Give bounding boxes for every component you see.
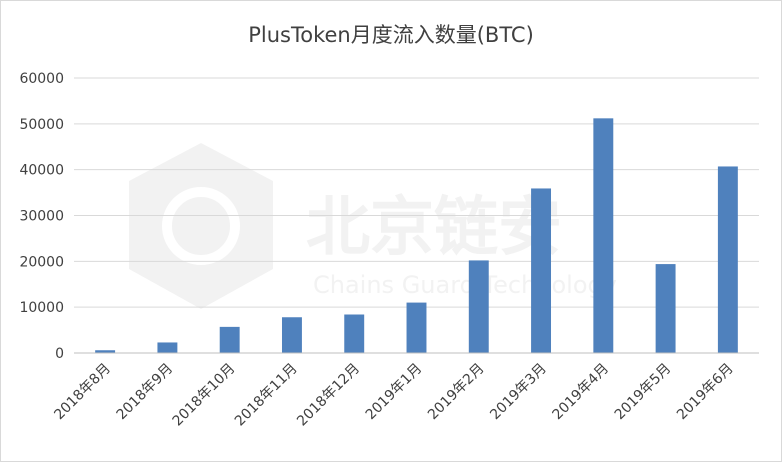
watermark-logo-ring-icon (162, 187, 240, 265)
bar (406, 302, 427, 353)
bar (655, 264, 676, 353)
x-tick-label: 2018年11月 (232, 361, 301, 430)
y-tick-label: 60000 (19, 71, 64, 87)
x-tick-label: 2019年2月 (425, 361, 488, 424)
y-tick-label: 10000 (19, 300, 64, 316)
bar (593, 118, 614, 353)
bar (281, 317, 302, 353)
x-tick-label: 2019年1月 (363, 361, 426, 424)
bars (95, 118, 738, 353)
gridlines (74, 77, 759, 308)
watermark-logo-icon (129, 143, 273, 309)
y-tick-label: 50000 (19, 117, 64, 133)
watermark-name-cn: 北京链安 (306, 191, 562, 265)
x-tick-label: 2019年4月 (550, 361, 613, 424)
x-tick-label: 2019年5月 (612, 361, 675, 424)
x-tick-label: 2018年8月 (51, 361, 114, 424)
y-tick-label: 0 (55, 346, 64, 362)
x-tick-label: 2019年3月 (487, 361, 550, 424)
chains-guard-watermark: 北京链安 Chains Guard Technology (129, 143, 617, 309)
bar (157, 342, 178, 353)
x-tick-label: 2018年12月 (294, 361, 363, 430)
y-axis-ticks: 0 10000 20000 30000 40000 50000 60000 (19, 71, 64, 362)
chart-title: PlusToken月度流入数量(BTC) (248, 23, 534, 47)
bar (95, 350, 116, 353)
x-tick-label: 2018年9月 (114, 361, 177, 424)
watermark-name-en: Chains Guard Technology (313, 271, 617, 299)
bar (717, 166, 738, 353)
bar (531, 188, 552, 353)
x-tick-label: 2019年6月 (674, 361, 737, 424)
y-tick-label: 40000 (19, 163, 64, 179)
y-tick-label: 30000 (19, 209, 64, 225)
x-tick-label: 2018年10月 (170, 361, 239, 430)
y-tick-label: 20000 (19, 254, 64, 270)
bar (344, 314, 365, 353)
bar (219, 326, 240, 353)
bar (468, 260, 489, 353)
